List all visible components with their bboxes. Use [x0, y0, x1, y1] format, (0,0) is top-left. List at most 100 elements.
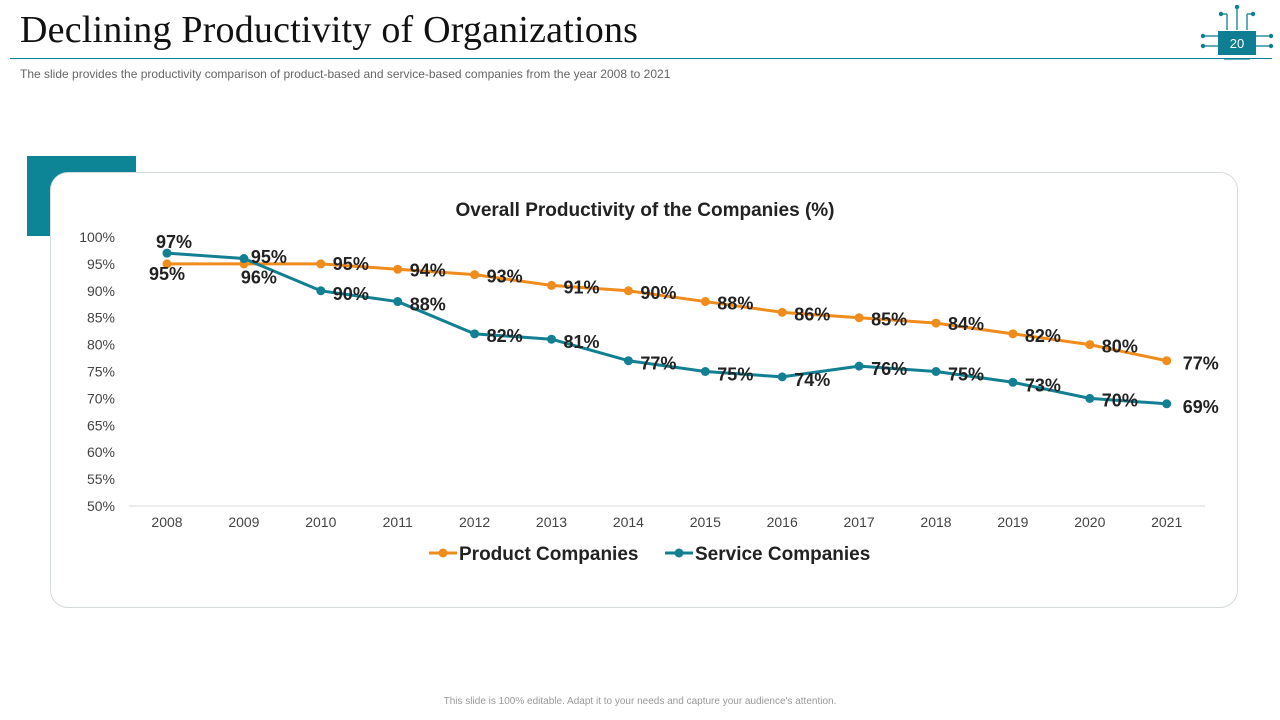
x-tick-label: 2010: [305, 514, 336, 530]
data-point-service: [700, 367, 710, 376]
series-line-product: [167, 262, 1168, 363]
data-label-service: 97%: [156, 232, 192, 252]
x-tick-label: 2015: [690, 514, 721, 530]
data-label-product: 86%: [794, 304, 830, 324]
data-label-product: 91%: [564, 277, 600, 297]
data-point-service: [547, 334, 556, 344]
data-label-service: 96%: [241, 268, 277, 288]
data-point-service: [1162, 399, 1172, 409]
y-tick-label: 100%: [79, 229, 115, 245]
data-point-service: [239, 254, 249, 264]
x-tick-label: 2009: [228, 514, 259, 530]
data-label-service: 75%: [948, 365, 984, 385]
data-point-product: [547, 280, 556, 290]
legend-label: Service Companies: [695, 544, 870, 565]
x-tick-label: 2014: [613, 514, 644, 530]
x-axis: 2008 2009 2010 2011 2012 2013 2014 2015 2016 2017…: [129, 505, 1205, 530]
legend-marker: [674, 548, 684, 558]
data-label-product: 85%: [871, 310, 907, 330]
data-point-product: [777, 307, 787, 317]
line-chart: Overall Productivity of the Companies (%…: [79, 200, 1219, 565]
y-axis: 50% 55% 60% 65% 70% 75% 80% 85% 90% 95% 100%: [79, 229, 115, 514]
y-tick-label: 80%: [87, 337, 115, 353]
y-tick-label: 50%: [87, 498, 115, 514]
x-tick-label: 2012: [459, 514, 490, 530]
y-tick-label: 70%: [87, 390, 115, 406]
y-tick-label: 75%: [87, 364, 115, 380]
data-label-product: 77%: [1183, 354, 1219, 374]
x-tick-label: 2011: [383, 514, 413, 530]
data-label-service: 74%: [794, 370, 830, 390]
x-tick-label: 2017: [844, 514, 875, 530]
title-divider: [10, 58, 1272, 59]
data-label-product: 94%: [410, 260, 446, 280]
data-point-service: [393, 297, 403, 307]
footer-note: This slide is 100% editable. Adapt it to…: [443, 696, 837, 707]
x-tick-label: 2019: [997, 514, 1028, 530]
data-point-product: [1008, 329, 1018, 339]
data-point-product: [623, 286, 633, 296]
data-label-product: 80%: [1102, 337, 1138, 357]
data-point-service: [162, 248, 172, 258]
x-tick-label: 2016: [767, 514, 798, 530]
data-label-service: 77%: [640, 354, 676, 374]
data-label-service: 73%: [1025, 375, 1061, 395]
x-tick-label: 2013: [536, 514, 567, 530]
data-label-product: 84%: [948, 314, 984, 334]
x-tick-label: 2018: [920, 514, 951, 530]
data-point-service: [316, 286, 326, 296]
y-tick-label: 65%: [87, 417, 115, 433]
data-label-layer: 95% 95% 94% 93% 91% 90% 88% 86% 85% 84% 82% 80% 77% 9…: [149, 232, 1219, 417]
y-tick-label: 85%: [87, 310, 115, 326]
data-label-service: 88%: [410, 295, 446, 315]
data-point-service: [777, 372, 787, 382]
legend-marker: [438, 548, 448, 558]
data-point-product: [1162, 356, 1172, 366]
data-point-service: [854, 361, 864, 371]
data-label-service: 81%: [564, 332, 600, 352]
data-label-service: 90%: [333, 284, 369, 304]
chart-card: Overall Productivity of the Companies (%…: [50, 172, 1238, 608]
data-point-product: [470, 270, 480, 280]
page-number: 20: [1218, 31, 1256, 55]
x-tick-label: 2008: [151, 514, 182, 530]
data-label-product: 88%: [717, 294, 753, 314]
slide-title: Declining Productivity of Organizations: [20, 9, 639, 51]
data-point-product: [931, 318, 941, 328]
data-point-product: [854, 313, 864, 323]
x-tick-label: 2021: [1151, 514, 1182, 530]
data-point-product: [316, 259, 326, 269]
data-point-service: [931, 367, 941, 376]
y-tick-label: 55%: [87, 471, 115, 487]
y-tick-label: 90%: [87, 283, 115, 299]
data-label-service: 70%: [1102, 390, 1138, 410]
x-tick-label: 2020: [1074, 514, 1105, 530]
data-label-service: 75%: [717, 365, 753, 385]
data-label-extra: 95%: [251, 247, 287, 267]
data-point-service: [470, 329, 480, 339]
legend-label: Product Companies: [459, 544, 638, 565]
series-line-service: [166, 251, 1167, 406]
data-point-product: [1085, 340, 1095, 350]
data-point-product: [393, 264, 403, 274]
data-point-service: [623, 356, 633, 366]
circuit-icon: [1200, 4, 1274, 60]
data-label-product: 82%: [1025, 326, 1061, 346]
y-tick-label: 95%: [87, 256, 115, 272]
slide-subtitle: The slide provides the productivity comp…: [20, 67, 671, 81]
data-label-product: 90%: [640, 283, 676, 303]
series-layer: [162, 248, 1172, 409]
data-point-service: [1085, 393, 1095, 403]
data-point-product: [700, 297, 710, 307]
data-label-service: 69%: [1183, 397, 1219, 417]
data-point-product: [162, 259, 172, 269]
data-label-service: 82%: [487, 326, 523, 346]
data-label-service: 76%: [871, 359, 907, 379]
y-tick-label: 60%: [87, 444, 115, 460]
chart-legend: Product Companies Service Companies: [429, 544, 870, 565]
data-label-product: 95%: [149, 264, 185, 284]
chart-title: Overall Productivity of the Companies (%…: [455, 200, 834, 221]
data-point-service: [1008, 377, 1018, 387]
data-label-product: 93%: [487, 267, 523, 287]
data-label-product: 95%: [333, 254, 369, 274]
